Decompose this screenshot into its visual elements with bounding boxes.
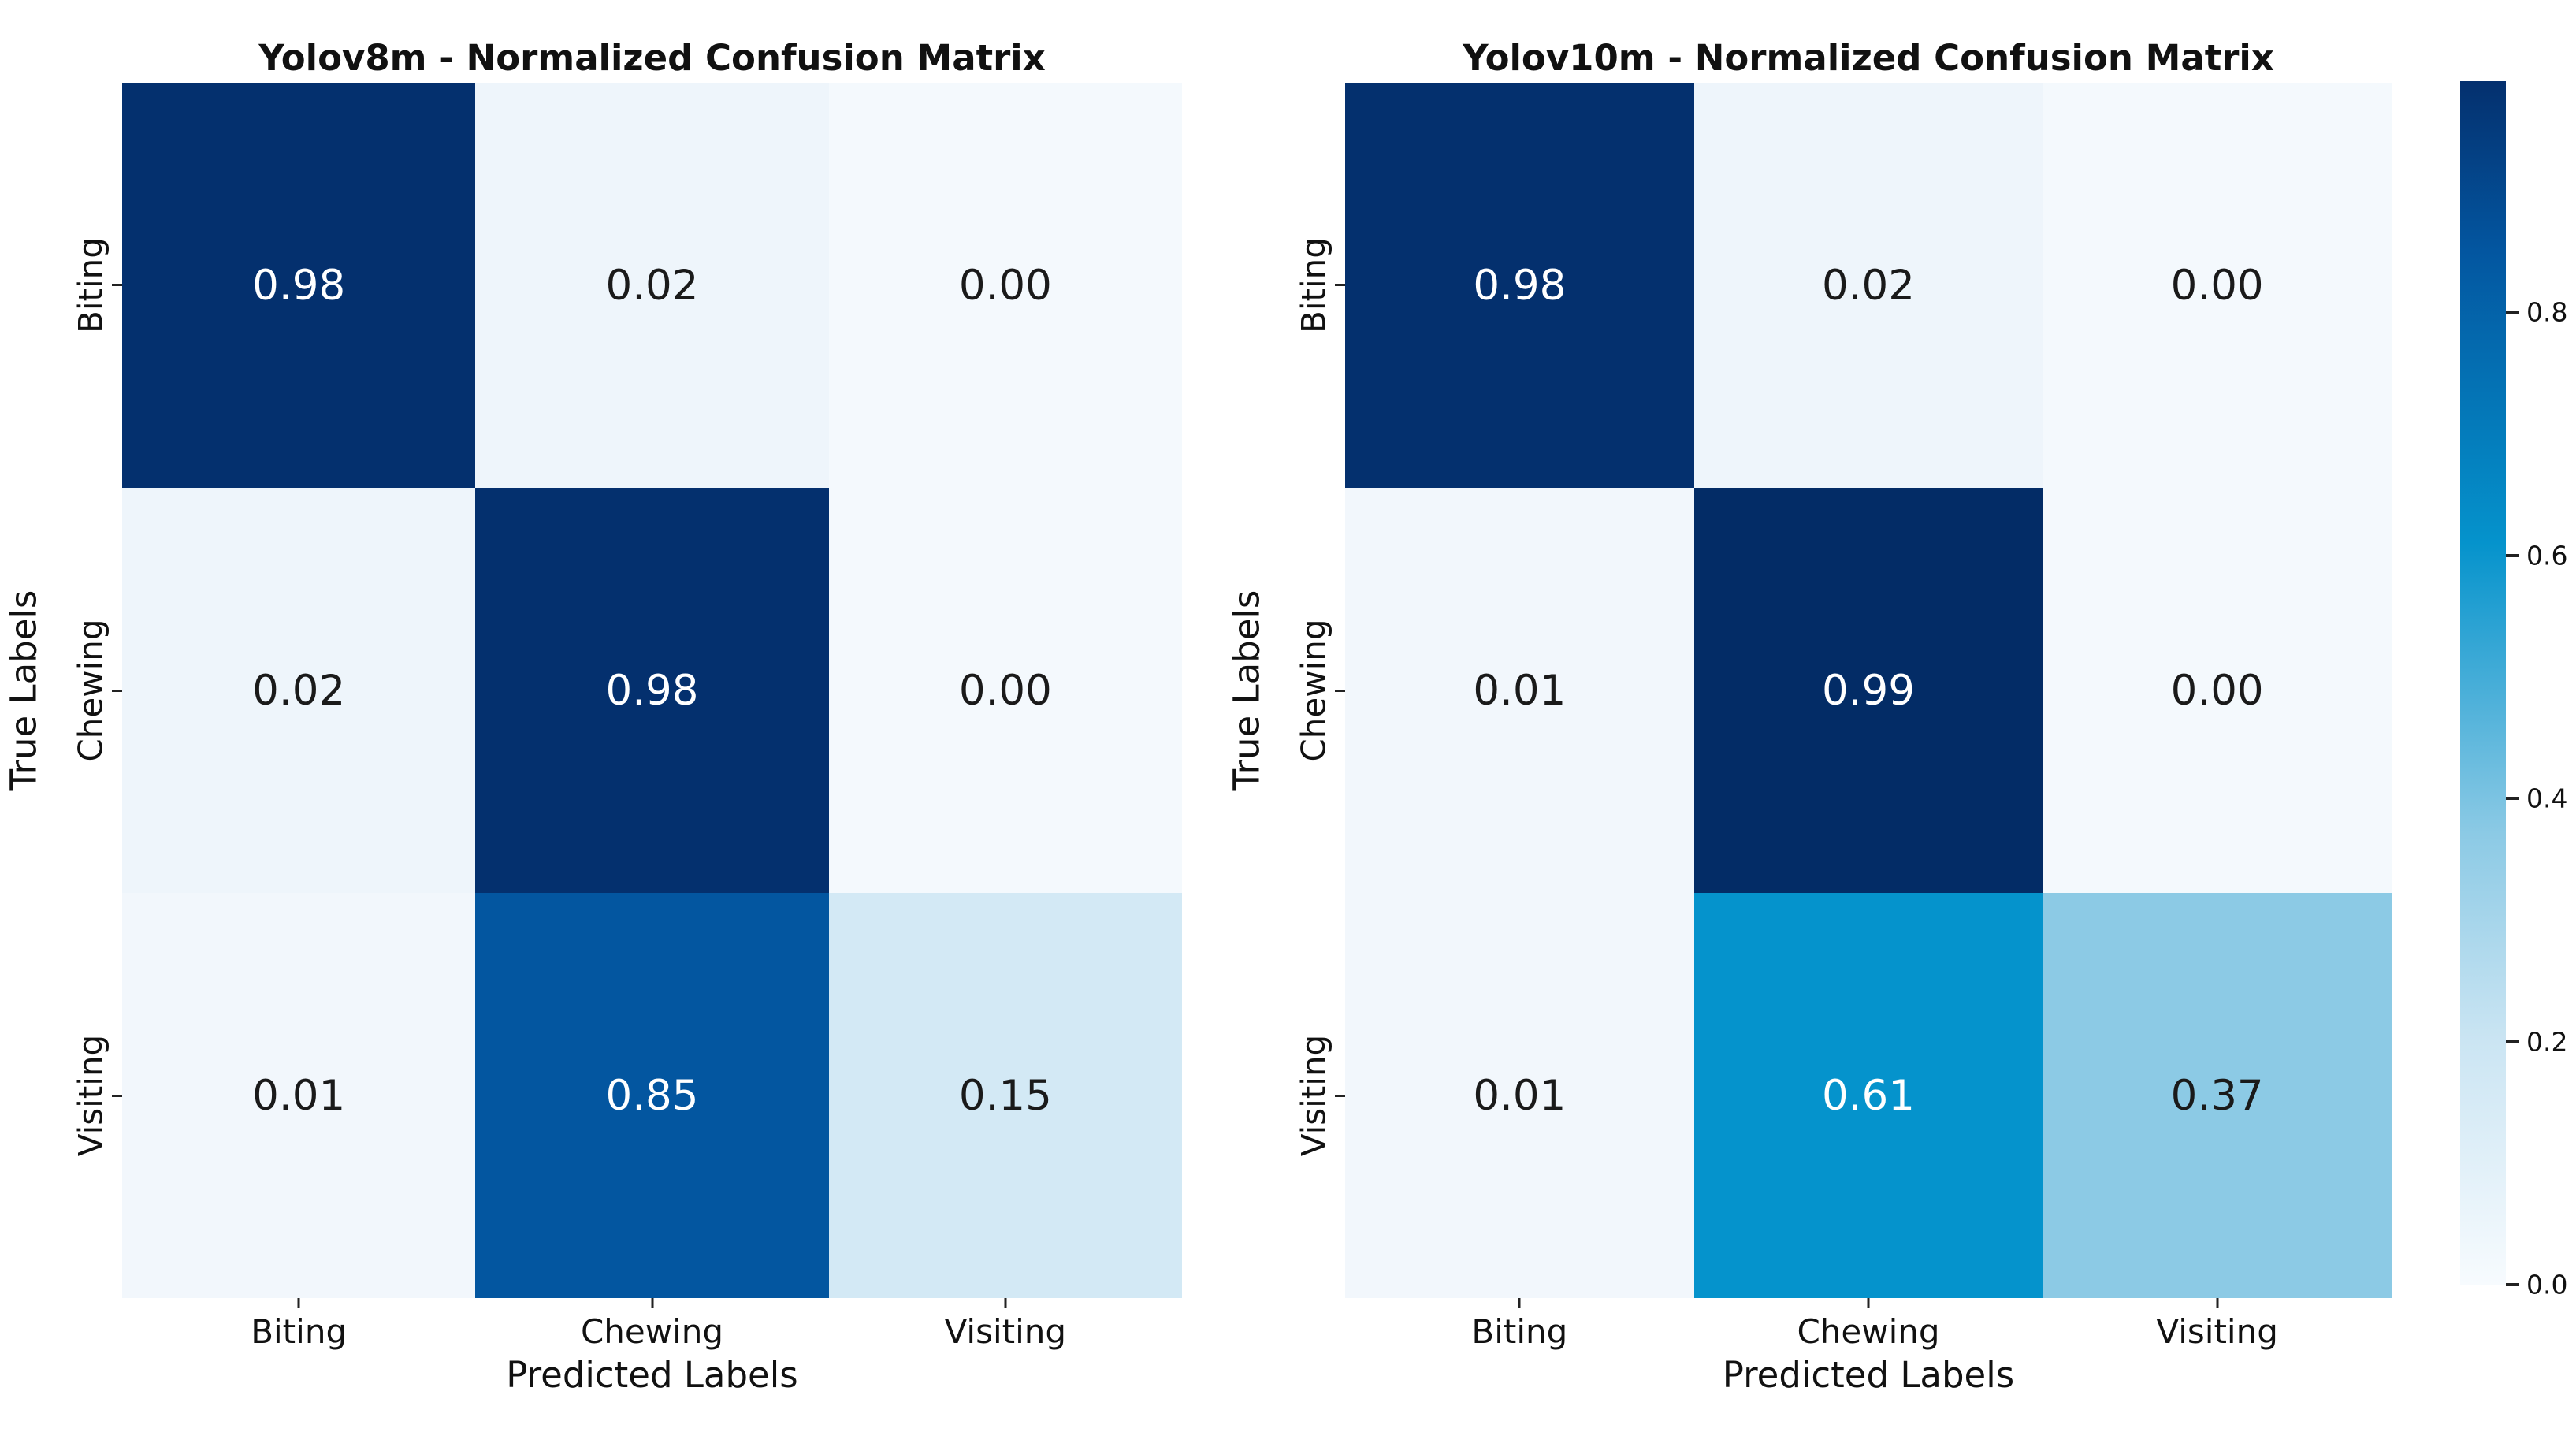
x-tick-label-chewing: Chewing	[580, 1312, 724, 1351]
colorbar-tick-label-0.4: 0.4	[2526, 783, 2568, 814]
x-tick-mark	[1518, 1298, 1521, 1308]
colorbar-tick-label-0.0: 0.0	[2526, 1269, 2568, 1300]
x-tick-mark	[2216, 1298, 2219, 1308]
y-tick-mark	[1335, 1094, 1345, 1097]
y-tick-label-biting: Biting	[1294, 237, 1333, 333]
colorbar-tick-mark	[2506, 311, 2519, 314]
x-tick-label-visiting: Visiting	[2156, 1312, 2278, 1351]
cell-biting-visiting: 0.00	[2043, 83, 2392, 488]
cell-visiting-visiting: 0.37	[2043, 893, 2392, 1298]
y-tick-label-chewing: Chewing	[1294, 619, 1333, 762]
colorbar-gradient	[2460, 81, 2506, 1285]
cell-chewing-visiting: 0.00	[828, 488, 1182, 893]
y-tick-labels: Biting Chewing Visiting	[0, 83, 122, 1298]
cell-visiting-chewing: 0.85	[475, 893, 829, 1298]
cell-chewing-biting: 0.01	[1345, 488, 1694, 893]
x-tick-mark	[651, 1298, 653, 1308]
cell-visiting-chewing: 0.61	[1693, 893, 2043, 1298]
chart-title-yolov10m: Yolov10m - Normalized Confusion Matrix	[1463, 37, 2274, 80]
cell-chewing-chewing: 0.98	[475, 488, 829, 893]
colorbar-tick-mark	[2506, 1040, 2519, 1043]
panel-yolov10m: Yolov10m - Normalized Confusion Matrix T…	[1223, 0, 2452, 1447]
cell-biting-biting: 0.98	[1345, 83, 1694, 488]
colorbar-tick-label-0.2: 0.2	[2526, 1026, 2568, 1058]
x-tick-label-biting: Biting	[1471, 1312, 1568, 1351]
y-tick-mark	[1335, 284, 1345, 287]
y-tick-mark	[112, 284, 122, 287]
x-tick-label-chewing: Chewing	[1797, 1312, 1940, 1351]
cell-biting-biting: 0.98	[122, 83, 476, 488]
cell-chewing-visiting: 0.00	[2043, 488, 2392, 893]
x-tick-mark	[297, 1298, 300, 1308]
x-tick-mark	[1004, 1298, 1007, 1308]
colorbar-tick-label-0.8: 0.8	[2526, 296, 2568, 328]
x-tick-label-visiting: Visiting	[944, 1312, 1067, 1351]
x-tick-mark	[1867, 1298, 1870, 1308]
colorbar-tick-mark	[2506, 797, 2519, 801]
x-axis-label: Predicted Labels	[506, 1354, 798, 1396]
colorbar-tick-mark	[2506, 1283, 2519, 1286]
cell-biting-visiting: 0.00	[828, 83, 1182, 488]
cell-visiting-visiting: 0.15	[828, 893, 1182, 1298]
cell-visiting-biting: 0.01	[122, 893, 476, 1298]
y-tick-label-biting: Biting	[71, 237, 110, 333]
y-tick-mark	[112, 1094, 122, 1097]
y-tick-label-visiting: Visiting	[71, 1034, 110, 1157]
cell-biting-chewing: 0.02	[475, 83, 829, 488]
cell-biting-chewing: 0.02	[1693, 83, 2043, 488]
y-tick-mark	[112, 689, 122, 692]
cell-visiting-biting: 0.01	[1345, 893, 1694, 1298]
y-tick-mark	[1335, 689, 1345, 692]
cell-chewing-biting: 0.02	[122, 488, 476, 893]
x-axis-label: Predicted Labels	[1722, 1354, 2015, 1396]
y-tick-label-visiting: Visiting	[1294, 1034, 1333, 1157]
chart-title-yolov8m: Yolov8m - Normalized Confusion Matrix	[258, 37, 1046, 80]
heatmap-grid-yolov8m: 0.98 0.02 0.00 0.02 0.98 0.00 0.01 0.85 0.15	[122, 83, 1182, 1298]
x-tick-labels: Biting Chewing Visiting	[122, 1298, 1182, 1393]
y-tick-label-chewing: Chewing	[71, 619, 110, 762]
colorbar: 0.8 0.6 0.4 0.2 0.0	[2460, 81, 2576, 1300]
x-tick-label-biting: Biting	[251, 1312, 348, 1351]
colorbar-tick-mark	[2506, 553, 2519, 557]
panel-yolov8m: Yolov8m - Normalized Confusion Matrix Tr…	[0, 0, 1223, 1447]
colorbar-tick-label-0.6: 0.6	[2526, 540, 2568, 571]
cell-chewing-chewing: 0.99	[1693, 488, 2043, 893]
y-tick-labels: Biting Chewing Visiting	[1223, 83, 1345, 1298]
x-tick-labels: Biting Chewing Visiting	[1345, 1298, 2392, 1393]
heatmap-grid-yolov10m: 0.98 0.02 0.00 0.01 0.99 0.00 0.01 0.61 0.37	[1345, 83, 2392, 1298]
